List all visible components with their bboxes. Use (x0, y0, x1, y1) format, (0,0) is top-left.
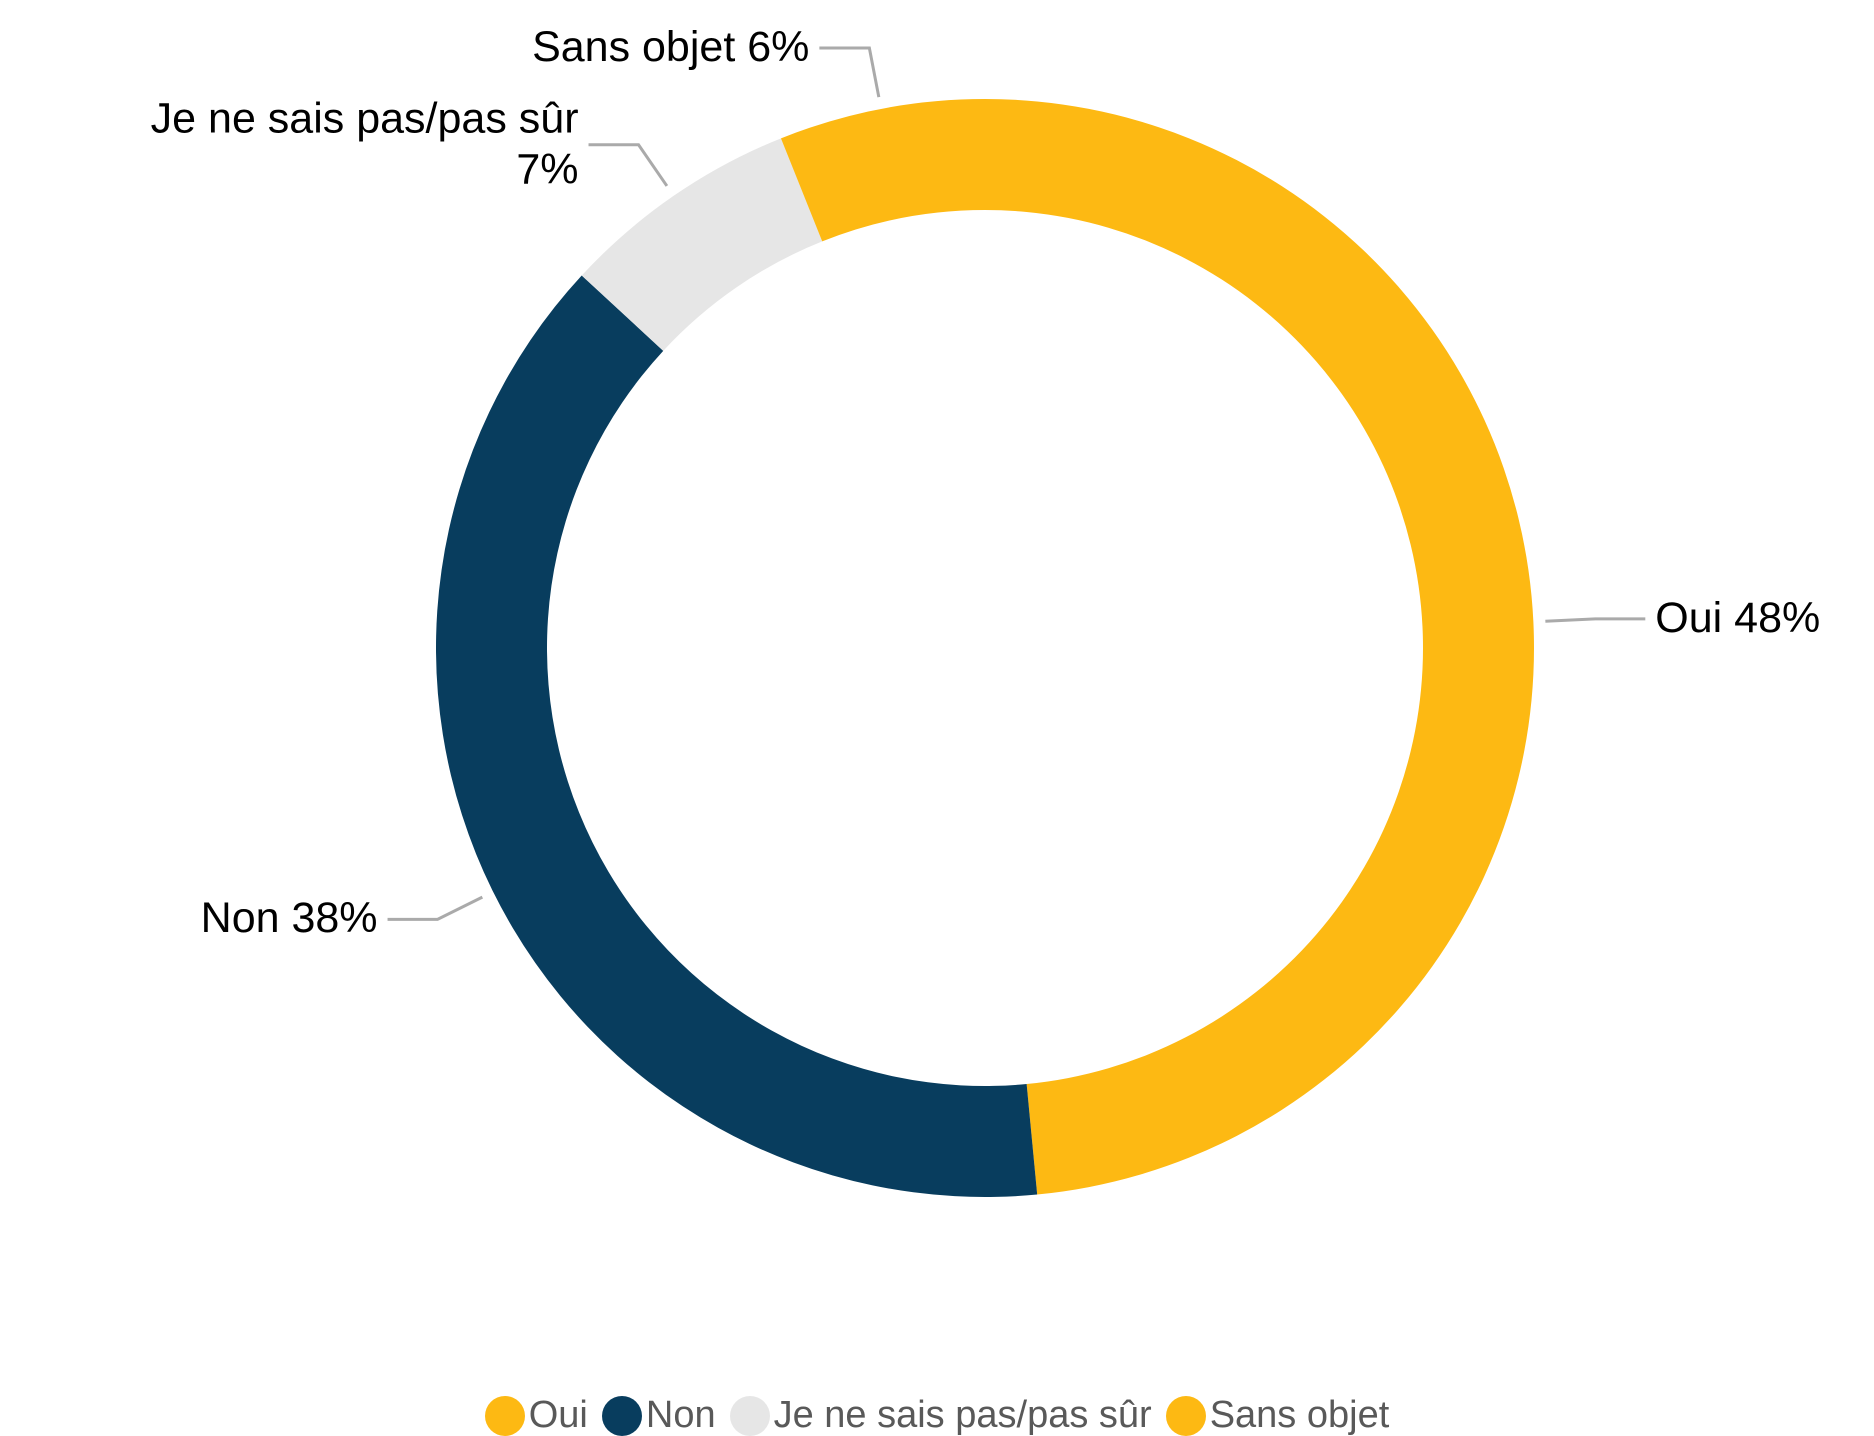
legend-swatch (1165, 1395, 1206, 1436)
leader-line (588, 143, 669, 187)
leader-line (1545, 617, 1646, 623)
legend-item: Sans objet (1165, 1394, 1390, 1436)
data-label: Sans objet 6% (532, 23, 810, 72)
legend-label: Sans objet (1209, 1394, 1390, 1436)
legend-swatch (601, 1395, 642, 1436)
legend-label: Oui (528, 1394, 588, 1436)
legend-swatch (484, 1395, 525, 1436)
donut-slice (780, 99, 985, 242)
legend-label: Je ne sais pas/pas sûr (773, 1394, 1152, 1436)
data-label: Je ne sais pas/pas sûr 7% (150, 94, 579, 194)
donut-slice (436, 275, 1038, 1198)
legend-item: Oui (484, 1394, 588, 1436)
chart (387, 46, 1646, 1198)
donut-slice (581, 138, 823, 351)
legend-item: Je ne sais pas/pas sûr (729, 1394, 1152, 1436)
leader-line (819, 46, 881, 98)
legend: Oui Non Je ne sais pas/pas sûr Sans objet (0, 1394, 1874, 1436)
legend-item: Non (601, 1394, 716, 1436)
donut-slice (985, 99, 1534, 1195)
data-label: Oui 48% (1655, 594, 1821, 643)
legend-swatch (729, 1395, 770, 1436)
leader-line (387, 895, 484, 921)
legend-label: Non (645, 1394, 716, 1436)
data-label: Non 38% (200, 894, 378, 943)
